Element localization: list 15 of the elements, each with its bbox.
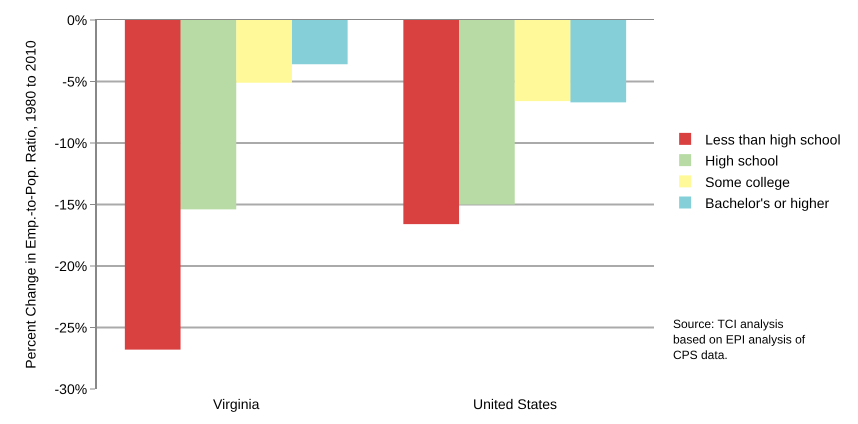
legend-label: High school [705, 152, 778, 169]
y-tick-label: -30% [54, 380, 88, 397]
legend-label: Some college [705, 174, 790, 190]
y-tick-label: 0% [66, 12, 88, 28]
x-tick-label: United States [473, 396, 558, 412]
y-tick-label: -10% [54, 134, 88, 151]
legend-label: Bachelor's or higher [705, 194, 830, 211]
y-axis-title: Percent Change in Emp.-to-Pop. Ratio, 1980 to 2010 [22, 40, 39, 369]
y-tick-label: -25% [54, 319, 88, 336]
y-tick-label: -5% [62, 73, 88, 90]
y-tick-label: -20% [54, 258, 88, 274]
y-tick-label: -15% [54, 196, 88, 212]
legend-label: Less than high school [705, 131, 841, 148]
source-note: Source: TCI analysis based on EPI analysis of CPS data. [673, 317, 806, 362]
x-tick-label: Virginia [213, 396, 260, 412]
